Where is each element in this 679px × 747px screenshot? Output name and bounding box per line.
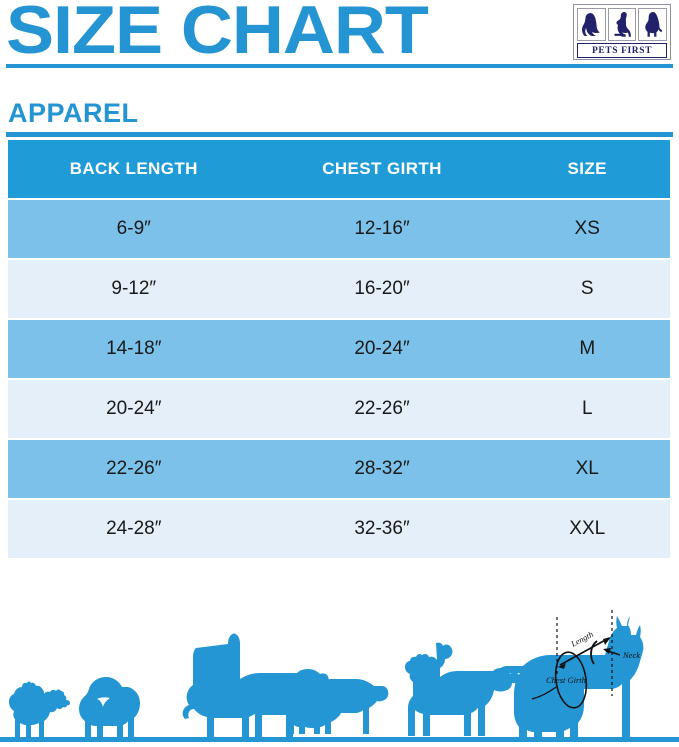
cell-size: XXL <box>569 518 606 539</box>
table-header-row: BACK LENGTH CHEST GIRTH SIZE <box>8 140 670 198</box>
collar-outline <box>590 640 598 665</box>
neck-arrowhead <box>603 648 611 654</box>
cell-chest-girth: 22-26″ <box>354 398 410 419</box>
pug-silhouette <box>79 677 140 739</box>
cell-chest-girth: 16-20″ <box>354 278 410 299</box>
section-title: APPAREL <box>8 98 139 128</box>
dog-size-illustration: Length Chest Girth Neck <box>0 588 679 747</box>
cell-size: M <box>579 338 596 359</box>
table-row: 22-26″ 28-32″ XL <box>8 440 670 498</box>
section-divider <box>6 132 673 137</box>
column-header-chest-girth: CHEST GIRTH <box>322 159 442 178</box>
size-chart-table: BACK LENGTH CHEST GIRTH SIZE 6-9″ 12-16″… <box>8 140 670 558</box>
terrier-silhouette <box>405 642 520 736</box>
chest-girth-pointer <box>531 686 557 700</box>
title-divider <box>6 64 673 68</box>
cell-size: XL <box>575 458 599 479</box>
table-row: 14-18″ 20-24″ M <box>8 320 670 378</box>
cell-size: XS <box>574 218 600 239</box>
cell-chest-girth: 12-16″ <box>354 218 410 239</box>
dog-sitting-icon <box>577 8 606 41</box>
cell-back-length: 22-26″ <box>106 458 162 479</box>
neck-label: Neck <box>622 650 640 660</box>
brand-logo: PETS FIRST <box>573 4 671 60</box>
cell-back-length: 14-18″ <box>106 338 162 359</box>
cell-chest-girth: 28-32″ <box>354 458 410 479</box>
table-row: 6-9″ 12-16″ XS <box>8 200 670 258</box>
column-header-size: SIZE <box>567 159 607 178</box>
pomeranian-silhouette <box>9 681 70 738</box>
logo-wordmark: PETS FIRST <box>577 43 667 58</box>
cell-size: S <box>580 278 594 299</box>
cell-chest-girth: 20-24″ <box>354 338 410 359</box>
page-header: SIZE CHART PETS FIRST <box>0 0 679 72</box>
cell-back-length: 6-9″ <box>116 218 151 239</box>
column-header-back-length: BACK LENGTH <box>69 159 198 178</box>
ground-baseline <box>0 737 679 742</box>
cell-size: L <box>581 398 593 419</box>
dog-standing-icon <box>638 8 668 41</box>
cell-chest-girth: 32-36″ <box>354 518 410 539</box>
table-row: 24-28″ 32-36″ XXL <box>8 500 670 558</box>
great-dane-silhouette <box>497 616 644 741</box>
table-row: 20-24″ 22-26″ L <box>8 380 670 438</box>
spaniel-silhouette <box>288 679 389 734</box>
dog-begging-icon <box>607 8 637 41</box>
length-arrowhead-right <box>603 637 611 645</box>
table-row: 9-12″ 16-20″ S <box>8 260 670 318</box>
length-arrow <box>559 637 610 666</box>
length-arrowhead-left <box>558 663 566 669</box>
chest-girth-label: Chest Girth <box>546 675 586 685</box>
cell-back-length: 20-24″ <box>106 398 162 419</box>
cell-back-length: 9-12″ <box>111 278 157 299</box>
cell-back-length: 24-28″ <box>106 518 162 539</box>
length-label: Length <box>568 629 594 649</box>
logo-dog-row <box>577 8 668 41</box>
chest-girth-ellipse <box>554 651 588 709</box>
page-title: SIZE CHART <box>6 0 429 68</box>
